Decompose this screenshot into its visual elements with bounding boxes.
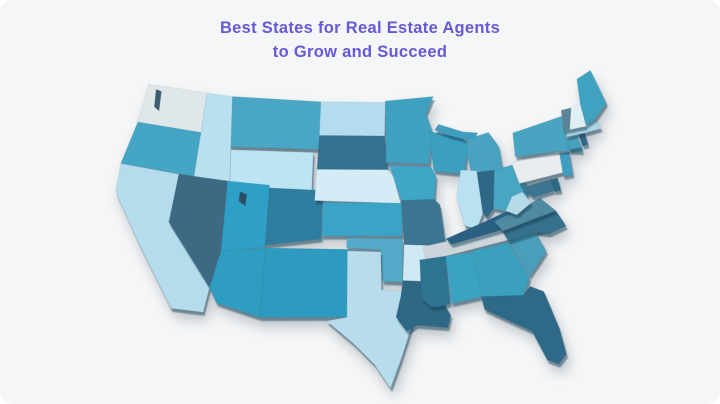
title-line-1: Best States for Real Estate Agents	[0, 17, 720, 41]
state-missouri	[401, 199, 450, 248]
state-kansas	[321, 200, 404, 239]
state-utah	[220, 179, 272, 251]
state-florida	[481, 285, 567, 366]
state-mississippi	[420, 256, 451, 307]
state-michigan	[466, 132, 503, 174]
states-layer	[115, 68, 623, 397]
state-minnesota	[384, 97, 436, 166]
us-map	[98, 49, 635, 404]
state-nebraska	[314, 166, 401, 206]
state-south-dakota	[316, 133, 388, 172]
state-montana	[230, 93, 323, 152]
map-canvas	[98, 49, 635, 404]
state-north-dakota	[318, 100, 386, 139]
infographic-card: Best States for Real Estate Agents to Gr…	[0, 0, 720, 404]
state-new-mexico	[258, 245, 351, 320]
